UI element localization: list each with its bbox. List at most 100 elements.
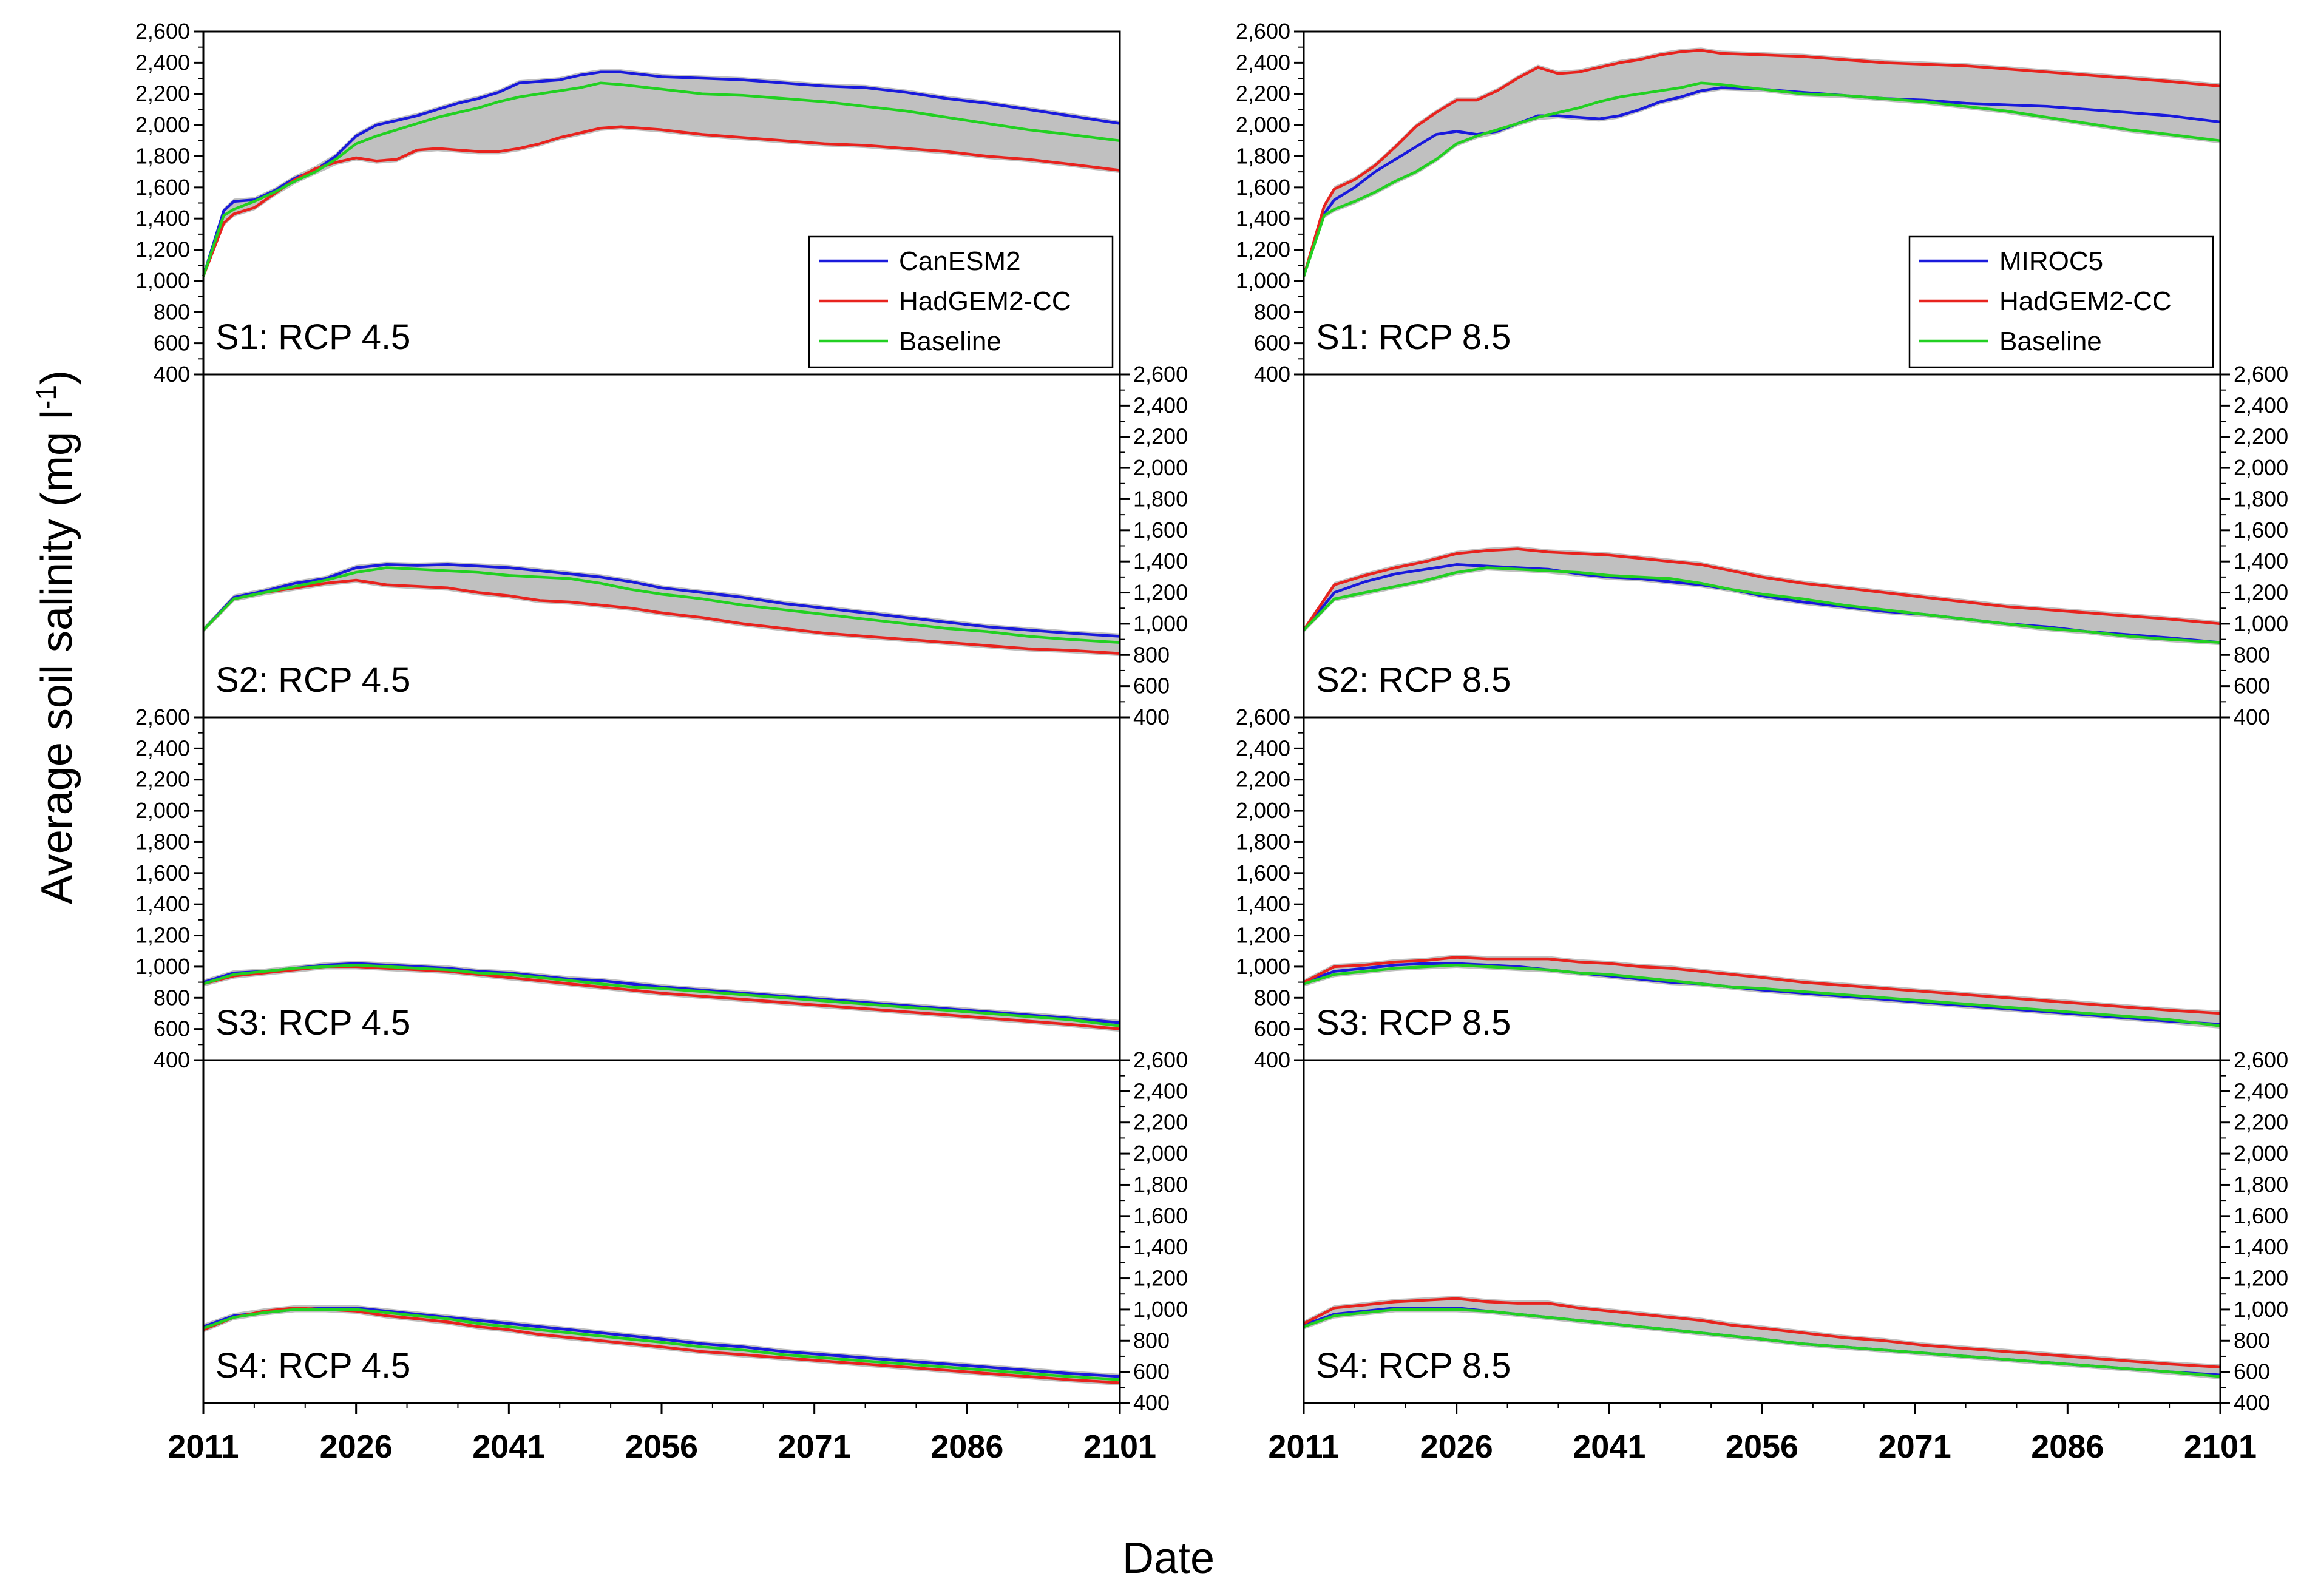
series-line-hadgem2-cc: [1302, 49, 2221, 277]
y-tick-label: 2,200: [135, 81, 190, 106]
panel-label: S3: RCP 4.5: [215, 1003, 410, 1043]
y-tick-label: 400: [2234, 705, 2270, 729]
y-tick-label: 400: [1133, 1390, 1170, 1415]
y-tick-label: 2,200: [2234, 424, 2288, 449]
y-tick-label: 1,600: [1133, 518, 1188, 543]
series-line-canesm2: [203, 962, 1120, 1024]
y-tick-label: 1,400: [2234, 549, 2288, 573]
y-tick-label: 2,200: [1133, 1110, 1188, 1135]
y-tick-label: 2,400: [1236, 50, 1290, 75]
y-tick-label: 2,200: [1236, 767, 1290, 792]
y-tick-label: 1,200: [1133, 580, 1188, 605]
y-tick-label: 2,400: [1133, 1078, 1188, 1103]
y-tick-label: 1,600: [135, 861, 190, 885]
y-tick-label: 1,000: [135, 268, 190, 293]
panel-s2-rcp45: 400 600 800 1,000 1,200 1,400 1,600 1,800 2,000 2…: [202, 362, 1188, 729]
legend: MIROC5 HadGEM2-CC Baseline: [1908, 235, 2214, 368]
y-tick-label: 600: [2234, 1359, 2270, 1384]
y-axis-title: Average soil salinity (mg l-1): [30, 370, 81, 904]
y-tick-label: 1,800: [2234, 1172, 2288, 1197]
uncertainty-band: [203, 561, 1120, 657]
uncertainty-band: [203, 69, 1120, 279]
y-tick-label: 1,200: [1236, 237, 1290, 262]
y-tick-label: 2,400: [135, 735, 190, 760]
y-tick-label: 2,400: [2234, 1078, 2288, 1103]
panel-s1-rcp45: 400 600 800 1,000 1,200 1,400 1,600 1,800 2,000 2…: [135, 19, 1121, 387]
x-tick-label: 2041: [1573, 1429, 1645, 1465]
y-tick-label: 2,400: [2234, 393, 2288, 418]
y-tick-label: 1,400: [2234, 1234, 2288, 1259]
y-tick-label: 2,400: [1236, 735, 1290, 760]
y-tick-label: 800: [1133, 642, 1170, 667]
y-tick-label: 2,000: [2234, 455, 2288, 480]
x-tick-label: 2056: [625, 1429, 698, 1465]
x-axis-title: Date: [1122, 1534, 1215, 1583]
y-tick-label: 1,600: [1133, 1203, 1188, 1228]
y-tick-label: 1,000: [1236, 954, 1290, 979]
x-tick-label: 2041: [472, 1429, 545, 1465]
series-line-baseline: [202, 81, 1120, 277]
y-tick-label: 400: [154, 1047, 190, 1072]
series-line-miroc5: [1302, 86, 2221, 277]
y-tick-label: 600: [154, 1016, 190, 1041]
y-tick-label: 2,600: [1236, 705, 1290, 729]
y-tick-label: 400: [154, 362, 190, 387]
x-tick-label: 2011: [1268, 1429, 1339, 1465]
legend-label: CanESM2: [899, 246, 1021, 276]
x-tick-label: 2071: [1879, 1429, 1951, 1465]
x-tick-label: 2011: [168, 1429, 239, 1465]
panel-label: S1: RCP 8.5: [1316, 317, 1511, 357]
y-tick-label: 1,200: [1133, 1266, 1188, 1291]
y-tick-label: 1,600: [1236, 175, 1290, 200]
y-tick-label: 800: [1133, 1328, 1170, 1353]
y-tick-label: 1,000: [1133, 1297, 1188, 1322]
y-tick-label: 1,800: [1236, 143, 1290, 168]
series-line-hadgem2-cc: [1303, 956, 2221, 1015]
y-tick-label: 1,400: [135, 891, 190, 916]
x-tick-label: 2101: [1083, 1429, 1156, 1465]
y-tick-label: 1,000: [1133, 611, 1188, 636]
panel-s4-rcp45: 400 600 800 1,000 1,200 1,400 1,600 1,800 2,000 2…: [202, 1047, 1188, 1415]
series-line-hadgem2-cc: [202, 125, 1120, 277]
series-line-baseline: [1302, 81, 2221, 277]
y-tick-label: 600: [1254, 1016, 1290, 1041]
y-tick-label: 600: [1133, 1359, 1170, 1384]
y-tick-label: 1,600: [135, 175, 190, 200]
y-tick-label: 1,000: [1236, 268, 1290, 293]
panel-label: S3: RCP 8.5: [1316, 1003, 1511, 1043]
panel-label: S2: RCP 4.5: [215, 660, 410, 700]
series-line-hadgem2-cc: [202, 578, 1120, 655]
series-line-baseline: [203, 1308, 1120, 1381]
series-line-baseline: [203, 964, 1120, 1027]
series-line-canesm2: [203, 1307, 1120, 1378]
y-tick-label: 2,000: [1133, 1141, 1188, 1166]
y-tick-label: 2,200: [2234, 1110, 2288, 1135]
y-tick-label: 800: [154, 985, 190, 1010]
series-line-baseline: [1303, 1308, 2221, 1378]
y-tick-label: 2,000: [2234, 1141, 2288, 1166]
series-line-hadgem2-cc: [1303, 1297, 2221, 1369]
series-line-baseline: [202, 566, 1120, 644]
y-tick-label: 400: [1254, 1047, 1290, 1072]
y-tick-label: 600: [2234, 674, 2270, 698]
y-tick-label: 600: [1254, 331, 1290, 356]
y-tick-label: 1,400: [135, 206, 190, 231]
panel-label: S2: RCP 8.5: [1316, 660, 1511, 700]
y-tick-label: 1,600: [1236, 861, 1290, 885]
x-tick-label: 2086: [930, 1429, 1003, 1465]
y-tick-label: 2,600: [135, 705, 190, 729]
panel-s3-rcp85: 400 600 800 1,000 1,200 1,400 1,600 1,800 2,000 2…: [1236, 705, 2221, 1072]
series-line-baseline: [1303, 566, 2221, 644]
series-line-hadgem2-cc: [1303, 547, 2221, 631]
y-tick-label: 800: [2234, 642, 2270, 667]
y-tick-label: 1,800: [2234, 486, 2288, 511]
legend-label: Baseline: [1999, 326, 2102, 356]
y-tick-label: 2,000: [1133, 455, 1188, 480]
y-tick-label: 400: [2234, 1390, 2270, 1415]
y-tick-label: 2,600: [135, 19, 190, 44]
y-tick-label: 1,000: [135, 954, 190, 979]
y-axis-title-superscript: -1: [30, 385, 62, 410]
y-tick-label: 1,200: [135, 923, 190, 948]
y-tick-label: 1,200: [1236, 923, 1290, 948]
x-tick-label: 2026: [1420, 1429, 1493, 1465]
